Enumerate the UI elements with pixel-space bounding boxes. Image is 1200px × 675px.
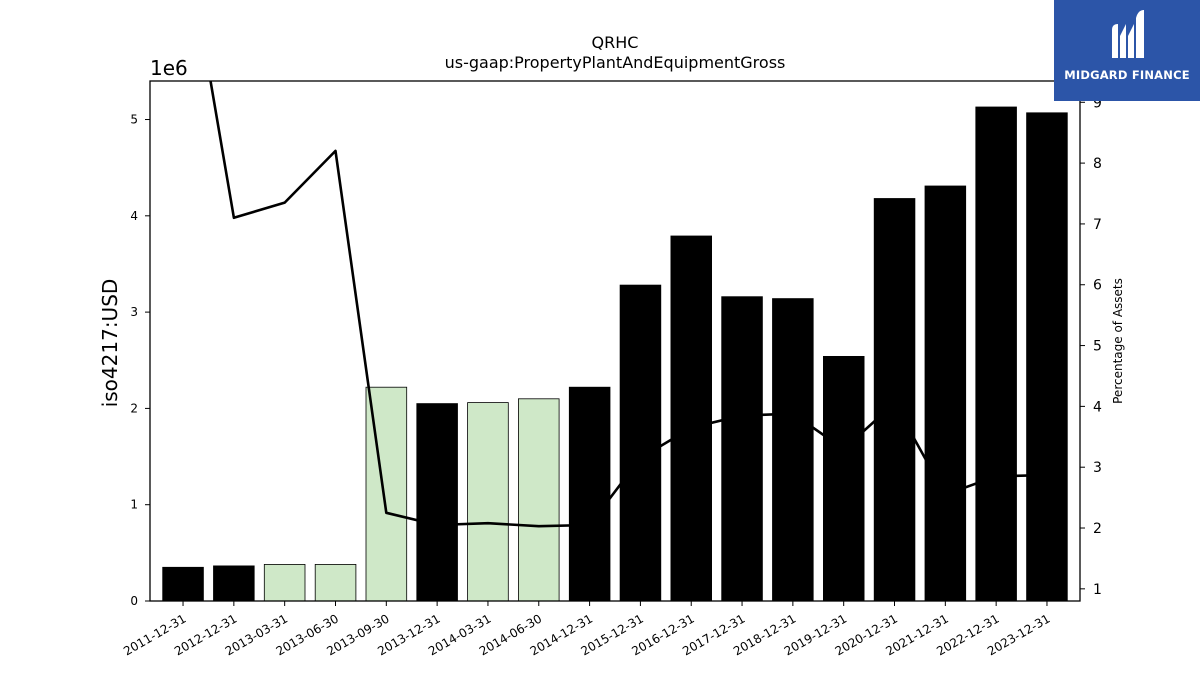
y-tick-label: 5 [130,113,138,127]
bar [416,403,458,602]
logo-mark-icon [1112,10,1144,58]
y2-tick-label: 9 [1093,95,1102,111]
y2-tick-label: 4 [1093,399,1102,415]
bar [518,398,560,602]
bar [619,284,662,602]
bar [1026,112,1068,602]
bar [213,565,255,602]
y-tick-label: 3 [130,305,138,319]
y2-tick-label: 3 [1093,460,1102,476]
y2-tick-label: 5 [1093,339,1102,355]
y-tick-label: 0 [130,594,138,608]
plot-frame [149,80,1081,602]
bar [568,386,611,602]
y-tick-label: 2 [130,401,138,415]
y2-tick-label: 8 [1093,156,1102,172]
y2-tick-label: 1 [1093,582,1102,598]
y2-tick-label: 6 [1093,278,1102,294]
bar [670,235,713,602]
bar [772,298,814,602]
chart-subtitle: us-gaap:PropertyPlantAndEquipmentGross [445,53,786,72]
y-offset-text: 1e6 [150,56,188,80]
y2-tick-label: 2 [1093,521,1102,537]
bar [823,355,865,602]
percentage-line [209,81,1048,528]
bar [467,402,509,602]
bar [975,106,1017,602]
midgard-finance-logo: MIDGARD FINANCE [1054,0,1200,101]
bar [314,564,357,602]
y-tick-label: 4 [130,209,138,223]
bar [263,564,306,602]
y2-axis-label: Percentage of Assets [1111,278,1125,404]
y-tick-label: 1 [130,498,138,512]
bar [721,296,763,602]
bar [162,566,204,602]
bar [873,198,916,602]
logo-brand-text: MIDGARD FINANCE [1064,68,1190,82]
y-axis-label: iso4217:USD [98,279,122,408]
chart-title: QRHC [592,33,639,52]
bar [924,185,967,602]
y2-tick-label: 7 [1093,217,1102,233]
